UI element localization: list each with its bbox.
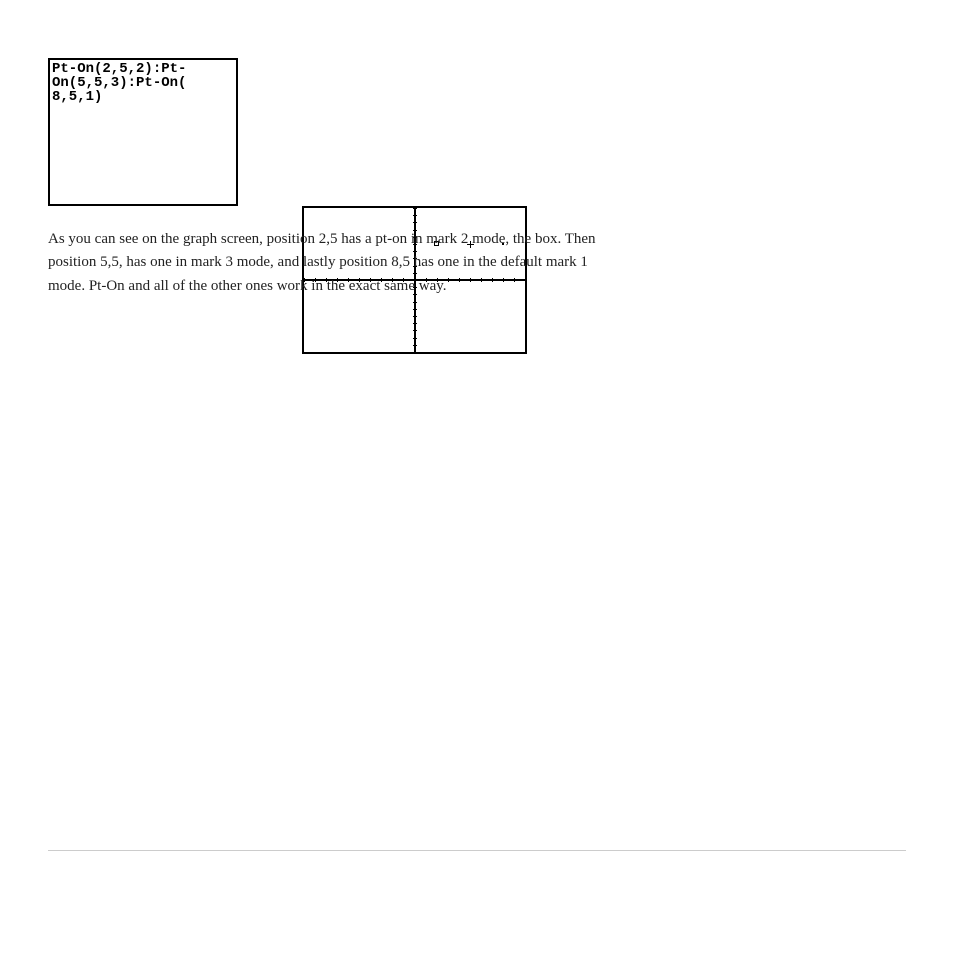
y-tick	[413, 323, 417, 324]
y-tick	[413, 316, 417, 317]
y-tick	[413, 222, 417, 223]
y-tick	[413, 338, 417, 339]
y-tick	[413, 345, 417, 346]
y-tick	[413, 208, 417, 209]
description-paragraph: As you can see on the graph screen, posi…	[48, 228, 608, 298]
calc-home-screen: Pt-On(2,5,2):Pt- On(5,5,3):Pt-On( 8,5,1)	[48, 58, 238, 206]
code-listing: Pt-On(2,5,2):Pt- On(5,5,3):Pt-On( 8,5,1)	[50, 60, 236, 106]
footer-rule	[48, 850, 906, 851]
y-tick	[413, 309, 417, 310]
y-tick	[413, 302, 417, 303]
y-tick	[413, 352, 417, 353]
y-tick	[413, 330, 417, 331]
y-tick	[413, 215, 417, 216]
